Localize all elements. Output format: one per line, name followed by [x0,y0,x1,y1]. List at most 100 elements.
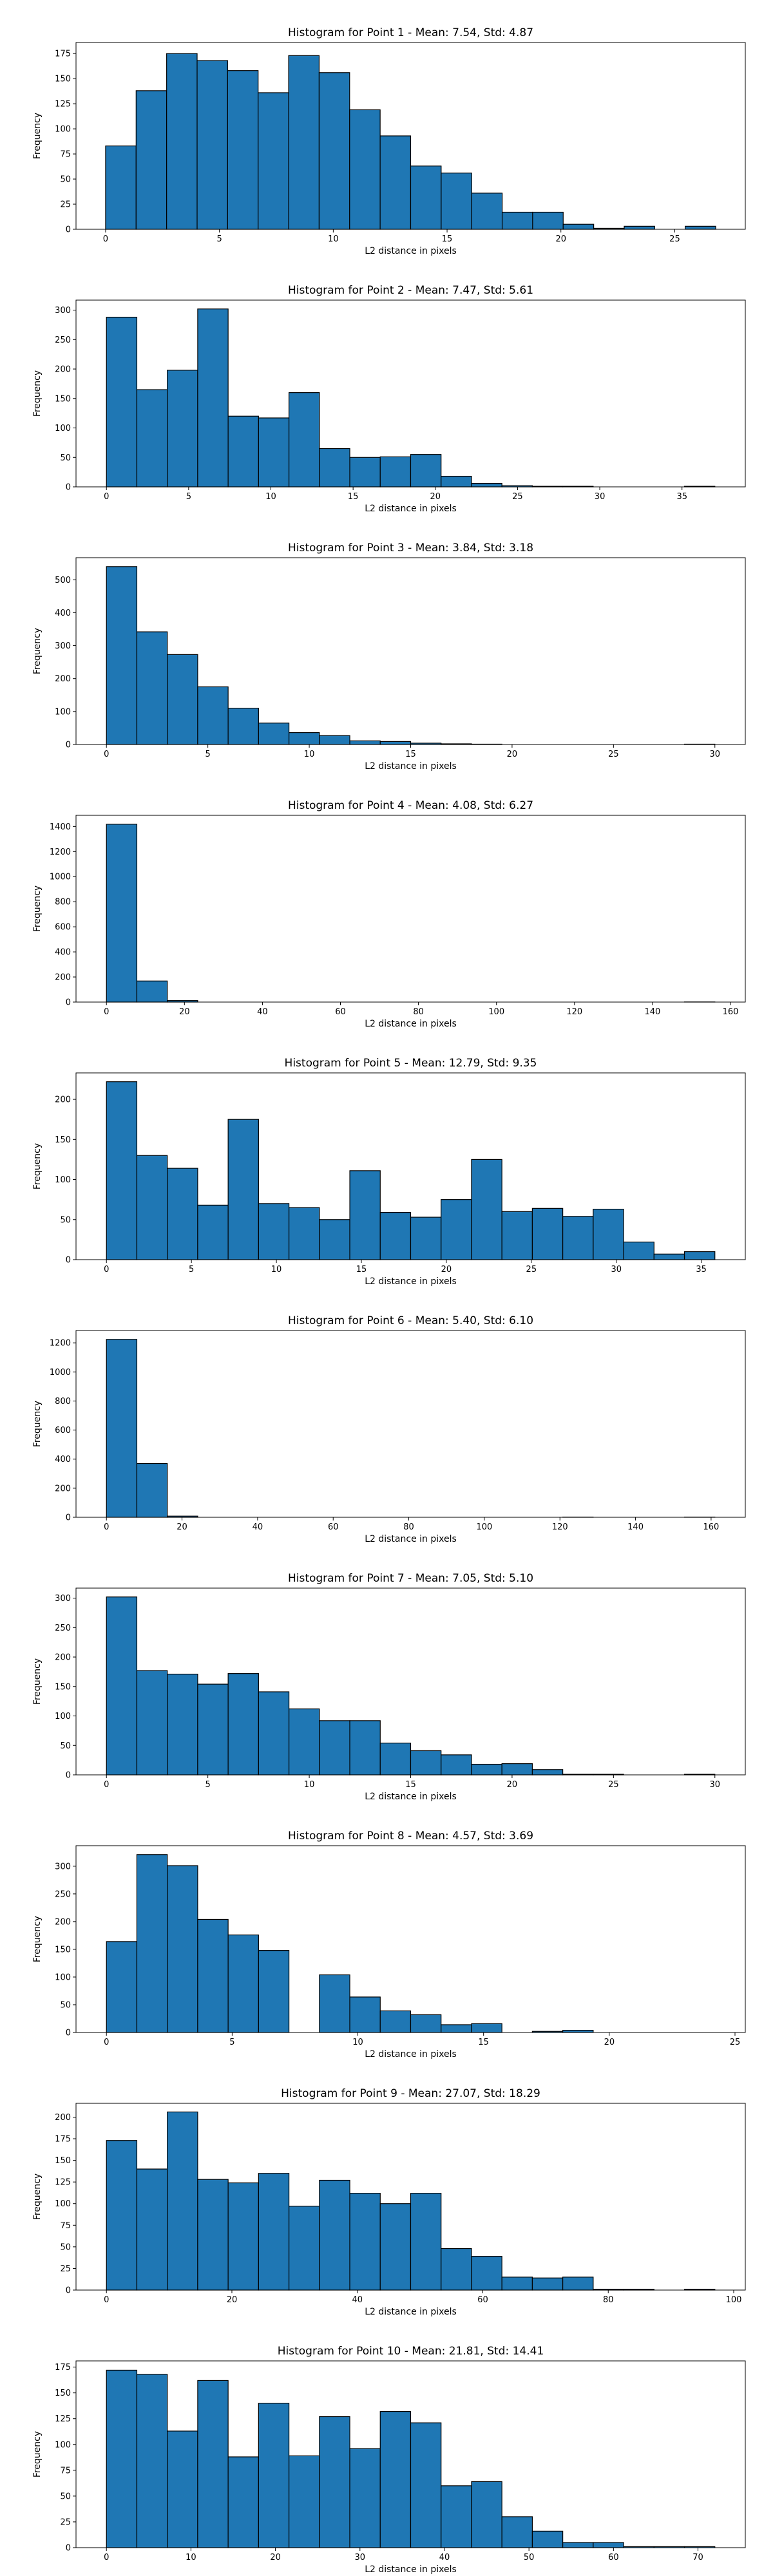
x-tick-label: 0 [104,1780,109,1790]
x-tick-label: 5 [189,1265,194,1274]
histogram-bar [227,1119,259,1260]
histogram-bar [410,454,442,488]
x-axis-label: L2 distance in pixels [365,1534,457,1544]
bars [106,1081,716,1260]
y-tick-label: 250 [55,336,71,345]
histogram-bar [197,1683,229,1776]
y-tick-label: 100 [55,707,71,717]
x-tick-label: 0 [104,1522,109,1532]
x-tick-label: 60 [328,1522,339,1532]
x-tick-label: 20 [430,492,441,502]
plot-frame [75,815,746,1003]
x-tick-label: 50 [524,2553,535,2562]
y-axis-label: Frequency [32,1143,43,1189]
x-tick-label: 80 [603,2295,614,2305]
histogram-bar [135,90,167,230]
histogram-bar [197,2380,229,2548]
x-tick-label: 40 [439,2553,450,2562]
y-tick-label: 250 [55,1889,71,1899]
x-tick-label: 25 [526,1265,537,1274]
y-tick-label: 800 [55,898,71,907]
histogram-bar [197,2179,229,2291]
histogram-bar [319,448,350,488]
y-tick-label: 150 [55,2389,71,2398]
y-axis-label: Frequency [32,886,43,932]
chart-title: Histogram for Point 7 - Mean: 7.05, Std:… [288,1572,533,1585]
y-axis-label: Frequency [32,370,43,417]
histogram-bar [441,2248,472,2291]
histogram-bar [106,1596,138,1776]
x-tick-label: 30 [355,2553,366,2562]
x-tick-label: 10 [304,1780,315,1790]
histogram-bar [227,708,259,745]
histogram-bar [683,1251,716,1260]
histogram-bar [106,316,138,488]
histogram-bar [288,2206,320,2291]
y-axis-label: Frequency [32,2174,43,2220]
y-tick-label: 200 [55,1484,71,1493]
x-axis-label: L2 distance in pixels [365,2049,457,2060]
y-tick-label: 500 [55,576,71,585]
histogram-bar [349,1170,381,1260]
x-tick-label: 25 [608,750,619,759]
x-axis-label: L2 distance in pixels [365,1276,457,1287]
y-tick-label: 150 [55,2156,71,2166]
y-tick-label: 125 [55,100,71,109]
x-tick-label: 80 [413,1007,424,1017]
histogram-bar [471,2256,502,2291]
histogram-bar [227,70,259,230]
bars [106,1596,716,1776]
histogram-bar [410,166,442,230]
y-tick-label: 0 [66,1513,71,1523]
histogram-bar [593,1208,624,1260]
histogram-bar [227,2456,259,2548]
histogram-bar [531,1769,564,1776]
x-tick-label: 0 [104,750,109,759]
histogram-bar [167,654,198,745]
x-tick-label: 35 [676,492,687,502]
x-tick-label: 30 [595,492,606,502]
histogram-bar [258,1691,290,1776]
histogram-bar [624,225,655,230]
x-tick-label: 5 [205,1780,211,1790]
chart-title: Histogram for Point 1 - Mean: 7.54, Std:… [288,26,533,39]
histogram-bar [106,1339,138,1518]
y-tick-label: 300 [55,306,71,316]
histogram-bar [106,1941,138,2033]
y-tick-label: 200 [55,365,71,375]
x-tick-label: 15 [348,492,359,502]
plot-frame [75,2360,746,2548]
y-tick-label: 75 [60,2466,71,2476]
y-tick-label: 100 [55,2199,71,2209]
histogram-bar [410,1750,442,1776]
x-axis-label: L2 distance in pixels [365,2307,457,2317]
histogram-panel-1: Histogram for Point 1 - Mean: 7.54, Std:… [32,26,746,256]
histogram-bar [410,2422,442,2548]
histogram-bar [471,1159,502,1260]
y-tick-label: 0 [66,2286,71,2296]
histogram-bar [258,2173,290,2291]
x-tick-label: 20 [177,1522,187,1532]
histogram-panel-9: Histogram for Point 9 - Mean: 27.07, Std… [32,2087,746,2317]
x-tick-label: 25 [669,234,680,244]
histogram-bar [349,109,381,230]
histogram-bar [379,2203,412,2291]
x-tick-label: 0 [104,492,109,502]
x-tick-label: 20 [179,1007,190,1017]
histogram-bar [258,723,290,745]
histogram-bar [227,1673,259,1776]
histogram-bar [471,2023,502,2033]
x-tick-label: 20 [227,2295,238,2305]
x-tick-label: 20 [604,2038,615,2047]
histogram-bar [562,223,595,230]
x-tick-label: 70 [692,2553,703,2562]
histogram-bar [167,1865,198,2033]
y-tick-label: 75 [60,150,71,160]
x-tick-label: 15 [442,234,453,244]
x-axis-label: L2 distance in pixels [365,504,457,514]
histogram-bar [288,55,320,230]
histogram-bar [167,2111,198,2291]
y-tick-label: 75 [60,2221,71,2231]
histogram-bar [501,1763,533,1776]
histogram-bar [288,2455,320,2548]
